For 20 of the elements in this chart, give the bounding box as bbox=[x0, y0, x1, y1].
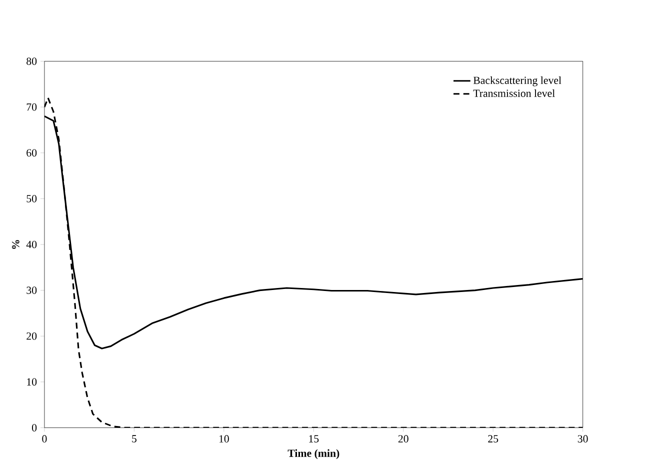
x-tick-label: 5 bbox=[132, 435, 136, 442]
y-tick-label: 0 bbox=[32, 424, 37, 432]
y-tick-label: 40 bbox=[26, 240, 37, 248]
x-tick-label: 15 bbox=[309, 435, 319, 442]
x-tick-label: 30 bbox=[578, 435, 588, 442]
y-tick-label: 30 bbox=[26, 286, 37, 294]
y-tick-label: 50 bbox=[26, 194, 37, 202]
x-axis-title: Time (min) bbox=[288, 449, 340, 460]
x-tick-label: 20 bbox=[398, 435, 408, 442]
x-tick-label: 0 bbox=[42, 435, 47, 442]
legend-label: Transmission level bbox=[473, 89, 555, 97]
y-tick-label: 80 bbox=[26, 57, 37, 65]
y-tick-label: 10 bbox=[27, 378, 37, 386]
y-tick-label: 70 bbox=[26, 103, 37, 111]
legend-label: Backscattering level bbox=[473, 76, 562, 86]
y-axis-title: % bbox=[12, 240, 20, 249]
x-tick-label: 10 bbox=[219, 435, 229, 442]
x-tick-label: 25 bbox=[488, 435, 498, 442]
y-tick-label: 60 bbox=[26, 149, 37, 156]
y-tick-label: 20 bbox=[26, 332, 37, 340]
